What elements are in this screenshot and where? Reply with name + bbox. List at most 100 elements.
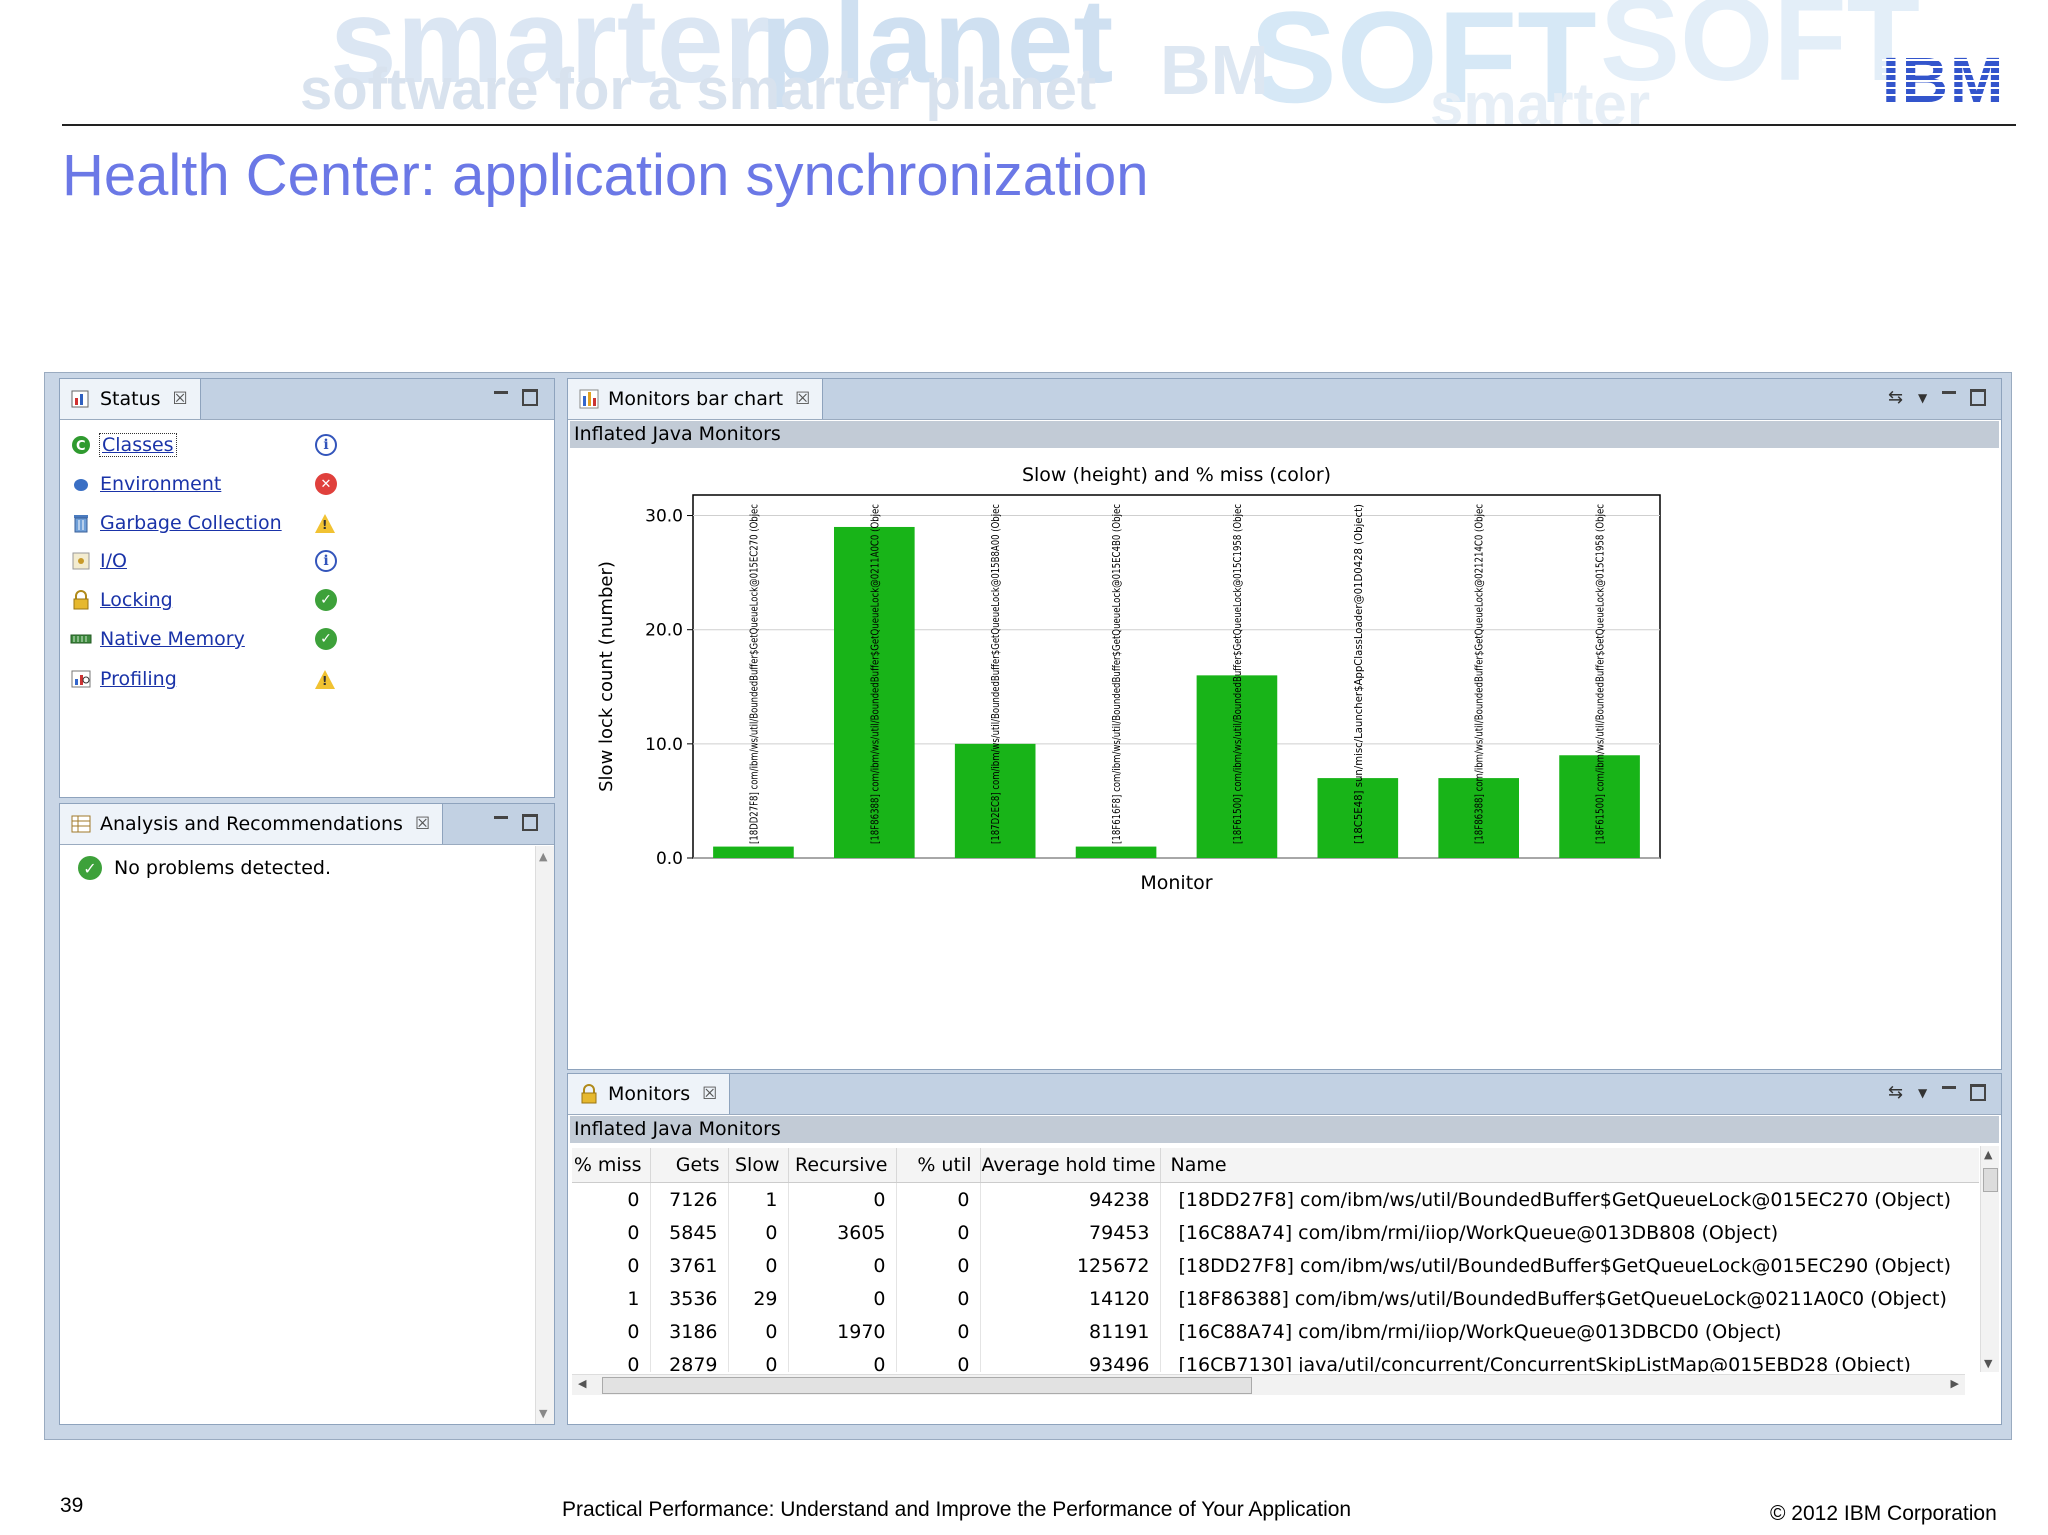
status-item-environment[interactable]: Environment ✕ bbox=[70, 468, 337, 500]
status-view-minmax bbox=[490, 385, 550, 411]
table-row[interactable]: 1 3536 29 0 0 14120 [18F86388] com/ibm/ws/util… bbox=[572, 1282, 1979, 1315]
table-row[interactable]: 0 3186 0 1970 0 81191 [16C88A74] com/ibm/rmi/i… bbox=[572, 1315, 1979, 1348]
table-cell: 0 bbox=[896, 1249, 981, 1282]
chart-view: Monitors bar chart ☒ ⇆ ▼ Inflated Java M… bbox=[567, 378, 2002, 1070]
table-row[interactable]: 0 7126 1 0 0 94238 [18DD27F8] com/ibm/ws/util/… bbox=[572, 1182, 1979, 1216]
banner-bg-word: BM bbox=[1160, 31, 1269, 109]
banner-bg-word: smarter bbox=[330, 0, 771, 108]
status-item-label[interactable]: Environment bbox=[100, 473, 222, 495]
column-header-miss[interactable]: % miss bbox=[572, 1148, 651, 1183]
table-row[interactable]: 0 5845 0 3605 0 79453 [16C88A74] com/ibm/rmi/i… bbox=[572, 1216, 1979, 1249]
minimize-icon[interactable] bbox=[1942, 1086, 1956, 1089]
column-header-recursive[interactable]: Recursive bbox=[788, 1148, 897, 1183]
scroll-down-icon[interactable]: ▼ bbox=[1984, 1357, 1993, 1370]
bar-category-label: [18F61500] com/ibm/ws/util/BoundedBuffer… bbox=[1232, 504, 1244, 844]
monitors-table-body: 0 7126 1 0 0 94238 [18DD27F8] com/ibm/ws/util/… bbox=[572, 1182, 1979, 1372]
tab-monitors-bar-chart[interactable]: Monitors bar chart ☒ bbox=[568, 379, 824, 419]
ok-icon: ✓ bbox=[315, 628, 337, 650]
sync-icon[interactable]: ⇆ bbox=[1888, 387, 1904, 408]
status-item-classes[interactable]: C Classes i bbox=[70, 429, 337, 461]
warning-icon: ! bbox=[315, 513, 335, 533]
maximize-icon[interactable] bbox=[1970, 1084, 1986, 1101]
minimize-icon[interactable] bbox=[494, 391, 508, 394]
close-icon[interactable]: ☒ bbox=[414, 814, 431, 834]
y-axis-label: Slow lock count (number) bbox=[596, 561, 617, 792]
column-header-util[interactable]: % util bbox=[896, 1148, 981, 1183]
scroll-thumb[interactable] bbox=[602, 1377, 1252, 1394]
status-item-native-memory[interactable]: Native Memory ✓ bbox=[70, 623, 337, 655]
table-cell: [18F86388] com/ibm/ws/util/BoundedBuffer… bbox=[1160, 1282, 1979, 1315]
scroll-up-icon[interactable]: ▲ bbox=[539, 850, 548, 863]
analysis-vertical-scrollbar[interactable]: ▲ ▼ bbox=[535, 846, 554, 1424]
scroll-right-icon[interactable]: ▶ bbox=[1950, 1377, 1959, 1390]
io-icon bbox=[70, 550, 92, 572]
column-header-gets[interactable]: Gets bbox=[650, 1148, 729, 1183]
chart-bar bbox=[1075, 846, 1157, 858]
status-item-label[interactable]: Garbage Collection bbox=[100, 512, 282, 534]
view-menu-icon[interactable]: ▼ bbox=[1918, 391, 1928, 405]
close-icon[interactable]: ☒ bbox=[795, 389, 811, 409]
table-cell: 1 bbox=[572, 1282, 651, 1315]
table-cell: 1970 bbox=[788, 1315, 897, 1348]
minimize-icon[interactable] bbox=[494, 816, 508, 819]
view-menu-icon[interactable]: ▼ bbox=[1918, 1086, 1928, 1100]
status-item-io[interactable]: I/O i bbox=[70, 545, 337, 577]
table-row[interactable]: 0 3761 0 0 0 125672 [18DD27F8] com/ibm/ws/util… bbox=[572, 1249, 1979, 1282]
table-cell: 0 bbox=[728, 1348, 789, 1372]
chart-bar bbox=[713, 846, 794, 858]
chart-bar bbox=[1559, 755, 1640, 858]
monitors-view-minmax bbox=[1938, 1080, 1998, 1106]
status-item-label[interactable]: Classes bbox=[99, 433, 177, 457]
x-axis-label: Monitor bbox=[1140, 872, 1212, 894]
table-cell: 3536 bbox=[650, 1282, 729, 1315]
table-cell: 125672 bbox=[980, 1249, 1161, 1282]
maximize-icon[interactable] bbox=[522, 814, 538, 831]
table-cell: 3605 bbox=[788, 1216, 897, 1249]
table-cell: [18DD27F8] com/ibm/ws/util/BoundedBuffer… bbox=[1160, 1249, 1979, 1282]
column-header-average-hold-time[interactable]: Average hold time bbox=[980, 1148, 1161, 1183]
tab-analysis[interactable]: Analysis and Recommendations ☒ bbox=[60, 804, 444, 844]
table-cell: 0 bbox=[896, 1216, 981, 1249]
status-item-label[interactable]: Locking bbox=[100, 589, 173, 611]
banner-bg-word: planet bbox=[760, 0, 1114, 108]
status-item-garbage-collection[interactable]: Garbage Collection ! bbox=[70, 507, 335, 539]
table-cell: 0 bbox=[788, 1249, 897, 1282]
monitors-view: Monitors ☒ ⇆ ▼ Inflated Java Monitors % … bbox=[567, 1073, 2002, 1425]
bar-category-label: [187D2EC8] com/ibm/ws/util/BoundedBuffer… bbox=[990, 504, 1002, 844]
tab-status[interactable]: Status ☒ bbox=[60, 379, 201, 419]
scroll-up-icon[interactable]: ▲ bbox=[1984, 1148, 1993, 1161]
scroll-down-icon[interactable]: ▼ bbox=[539, 1407, 548, 1420]
status-item-label[interactable]: Native Memory bbox=[100, 628, 245, 650]
scroll-left-icon[interactable]: ◀ bbox=[578, 1377, 587, 1390]
column-header-name[interactable]: Name bbox=[1160, 1148, 1979, 1183]
close-icon[interactable]: ☒ bbox=[172, 389, 188, 409]
minimize-icon[interactable] bbox=[1942, 391, 1956, 394]
close-icon[interactable]: ☒ bbox=[702, 1084, 718, 1104]
maximize-icon[interactable] bbox=[1970, 389, 1986, 406]
y-tick-label: 20.0 bbox=[645, 621, 683, 641]
monitors-horizontal-scrollbar[interactable]: ◀ ▶ bbox=[572, 1374, 1965, 1395]
banner-bg-word: SOFT bbox=[1250, 0, 1597, 130]
status-item-locking[interactable]: Locking ✓ bbox=[70, 584, 337, 616]
column-header-slow[interactable]: Slow bbox=[728, 1148, 789, 1183]
table-cell: [18DD27F8] com/ibm/ws/util/BoundedBuffer… bbox=[1160, 1182, 1979, 1216]
chart-title: Slow (height) and % miss (color) bbox=[1022, 464, 1331, 486]
error-icon: ✕ bbox=[315, 473, 337, 495]
warning-icon: ! bbox=[315, 669, 335, 689]
table-cell: 0 bbox=[572, 1315, 651, 1348]
chart-bar bbox=[834, 526, 915, 858]
status-item-label[interactable]: Profiling bbox=[100, 668, 177, 690]
maximize-icon[interactable] bbox=[522, 389, 538, 406]
sync-icon[interactable]: ⇆ bbox=[1888, 1082, 1904, 1103]
table-icon bbox=[70, 813, 92, 835]
y-tick-label: 30.0 bbox=[645, 507, 683, 527]
y-tick-label: 0.0 bbox=[656, 849, 683, 869]
monitors-vertical-scrollbar[interactable]: ▲ ▼ bbox=[1980, 1146, 1999, 1372]
monitors-bar-chart: 0.0 10.0 20.0 30.0 [18DD27F8] com/ibm/ws/uti… bbox=[596, 464, 1661, 894]
status-item-profiling[interactable]: Profiling ! bbox=[70, 663, 335, 695]
status-item-label[interactable]: I/O bbox=[100, 550, 127, 572]
scroll-thumb[interactable] bbox=[1983, 1168, 1998, 1192]
table-row[interactable]: 0 2879 0 0 0 93496 [16CB7130] java/util/concur… bbox=[572, 1348, 1979, 1372]
bar-category-label: [18C5E48] sun/misc/Launcher$AppClassLoad… bbox=[1353, 504, 1365, 844]
tab-monitors[interactable]: Monitors ☒ bbox=[568, 1074, 731, 1114]
